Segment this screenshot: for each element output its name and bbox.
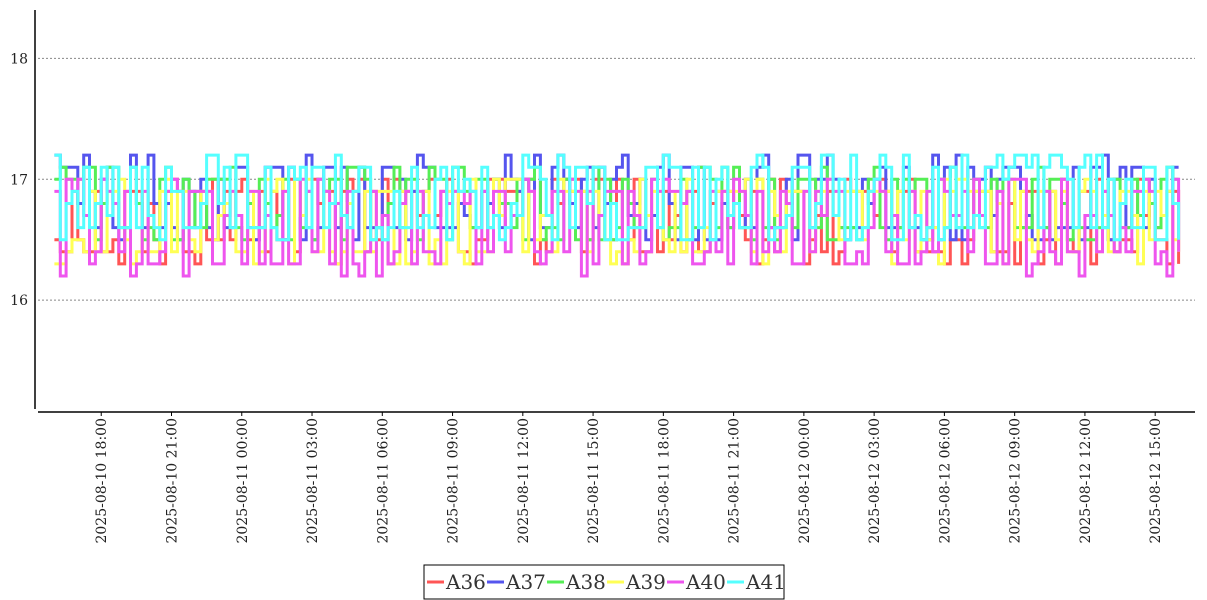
- x-tick-label: 2025-08-12 12:00: [1078, 418, 1094, 544]
- legend: A36 A37 A38 A39 A40 A41: [423, 564, 786, 600]
- x-tick-labels: 2025-08-10 18:00 2025-08-10 21:00 2025-08-…: [94, 412, 1164, 544]
- x-tick-label: 2025-08-11 06:00: [375, 418, 391, 544]
- x-tick-label: 2025-08-10 18:00: [94, 418, 110, 544]
- x-tick-label: 2025-08-11 03:00: [305, 418, 321, 544]
- y-tick-label: 17: [10, 172, 28, 188]
- x-tick-label: 2025-08-12 15:00: [1148, 418, 1164, 544]
- legend-label: A40: [685, 570, 726, 594]
- x-tick-label: 2025-08-10 21:00: [165, 418, 181, 544]
- y-tick-label: 18: [10, 51, 28, 67]
- x-tick-label: 2025-08-12 03:00: [867, 418, 883, 544]
- x-tick-label: 2025-08-11 09:00: [446, 418, 462, 544]
- series-line-a40: [54, 177, 1181, 278]
- x-tick-label: 2025-08-11 12:00: [516, 418, 532, 544]
- axes: [34, 10, 1195, 413]
- x-tick-label: 2025-08-12 06:00: [937, 418, 953, 544]
- y-tick-labels: 16 17 18: [10, 51, 28, 309]
- legend-label: A41: [745, 570, 786, 594]
- legend-label: A36: [445, 570, 486, 594]
- x-tick-label: 2025-08-11 00:00: [235, 418, 251, 544]
- series-line-a41: [54, 153, 1181, 242]
- x-tick-label: 2025-08-12 09:00: [1008, 418, 1024, 544]
- legend-box: [423, 564, 785, 600]
- x-tick-label: 2025-08-11 18:00: [656, 418, 672, 544]
- y-tick-label: 16: [10, 293, 28, 309]
- x-tick-label: 2025-08-12 00:00: [797, 418, 813, 544]
- legend-label: A38: [565, 570, 606, 594]
- legend-label: A37: [505, 570, 546, 594]
- x-tick-label: 2025-08-11 21:00: [727, 418, 743, 544]
- series-lines: [54, 153, 1181, 278]
- x-tick-label: 2025-08-11 15:00: [586, 418, 602, 544]
- legend-label: A39: [625, 570, 666, 594]
